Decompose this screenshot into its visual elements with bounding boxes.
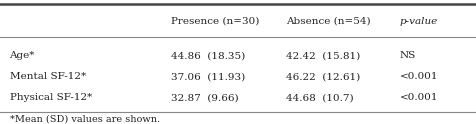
Text: 32.87  (9.66): 32.87 (9.66) — [171, 93, 239, 102]
Text: *Mean (SD) values are shown.: *Mean (SD) values are shown. — [10, 115, 159, 124]
Text: 44.68  (10.7): 44.68 (10.7) — [286, 93, 353, 102]
Text: Absence (n=54): Absence (n=54) — [286, 17, 370, 26]
Text: <0.001: <0.001 — [400, 93, 438, 102]
Text: 44.86  (18.35): 44.86 (18.35) — [171, 51, 246, 60]
Text: Mental SF-12*: Mental SF-12* — [10, 72, 86, 81]
Text: <0.001: <0.001 — [400, 72, 438, 81]
Text: Presence (n=30): Presence (n=30) — [171, 17, 260, 26]
Text: p-value: p-value — [400, 17, 438, 26]
Text: Physical SF-12*: Physical SF-12* — [10, 93, 92, 102]
Text: NS: NS — [400, 51, 416, 60]
Text: Age*: Age* — [10, 51, 35, 60]
Text: 42.42  (15.81): 42.42 (15.81) — [286, 51, 360, 60]
Text: 46.22  (12.61): 46.22 (12.61) — [286, 72, 360, 81]
Text: 37.06  (11.93): 37.06 (11.93) — [171, 72, 246, 81]
